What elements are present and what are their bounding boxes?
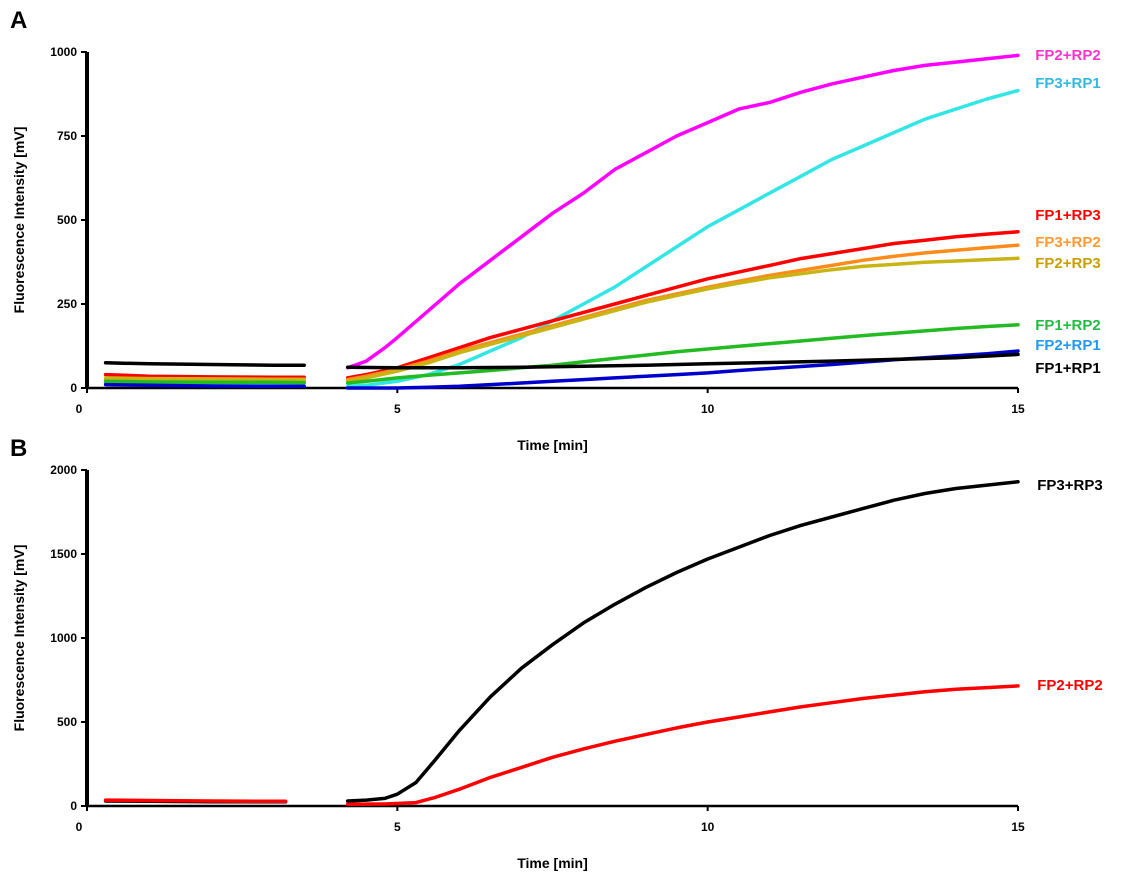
x-tick-label: 5 — [394, 402, 401, 416]
y-tick-label: 1000 — [50, 45, 77, 59]
y-tick-label: 1000 — [50, 631, 77, 645]
series-label: FP1+RP3 — [1035, 207, 1100, 224]
series-line — [103, 379, 306, 385]
series-label: FP2+RP1 — [1035, 337, 1100, 354]
x-tick-label: 0 — [76, 402, 83, 416]
x-tick-label: 15 — [1011, 402, 1025, 416]
panel-label: A — [10, 7, 27, 34]
series-fp1-rp2 — [103, 323, 1020, 385]
y-tick-label: 250 — [57, 297, 77, 311]
series-fp1-rp3 — [103, 230, 1020, 380]
x-tick-label: 15 — [1011, 820, 1025, 834]
x-tick-label: 0 — [76, 820, 83, 834]
y-tick-label: 750 — [57, 129, 77, 143]
series-label: FP1+RP2 — [1035, 317, 1100, 334]
x-axis-title: Time [min] — [517, 437, 588, 453]
panel-label: B — [10, 435, 27, 462]
y-tick-label: 500 — [57, 715, 77, 729]
x-axis-title: Time [min] — [517, 855, 588, 871]
x-tick-label: 5 — [394, 820, 401, 834]
series-line — [345, 230, 1020, 380]
series-line — [345, 480, 1020, 803]
panel-b: B 0 500 1000 1500 2000 0 5 10 15 Time [min] Fluores… — [10, 435, 1103, 871]
series-fp2-rp3 — [103, 256, 1020, 384]
series-line — [345, 256, 1020, 384]
series-label: FP2+RP2 — [1037, 677, 1102, 694]
series-line — [345, 352, 1020, 370]
series-line — [345, 684, 1020, 807]
y-tick-label: 0 — [70, 381, 77, 395]
series-label: FP3+RP1 — [1035, 75, 1100, 92]
series-fp2-rp2 — [103, 684, 1020, 807]
series-line — [103, 376, 306, 382]
series-line — [103, 361, 306, 367]
series-fp1-rp1 — [103, 352, 1020, 370]
y-axis-title: Fluorescence Intensity [mV] — [11, 127, 27, 314]
x-tick-label: 10 — [701, 402, 715, 416]
series-label: FP2+RP2 — [1035, 47, 1100, 64]
series-label: FP2+RP3 — [1035, 255, 1100, 272]
series-label: FP3+RP2 — [1035, 234, 1100, 251]
series-label: FP3+RP3 — [1037, 477, 1102, 494]
series-line — [103, 382, 306, 389]
y-axis-title: Fluorescence Intensity [mV] — [11, 545, 27, 732]
series-line — [345, 53, 1020, 370]
y-tick-label: 500 — [57, 213, 77, 227]
y-tick-label: 1500 — [50, 547, 77, 561]
panel-a: A 0 250 500 750 1000 0 5 10 15 Time [min] Fluoresce… — [10, 7, 1101, 453]
series-line — [103, 798, 288, 804]
y-tick-label: 2000 — [50, 463, 77, 477]
series-label: FP1+RP1 — [1035, 360, 1100, 377]
series-fp3-rp1 — [103, 88, 1020, 389]
series-line — [345, 323, 1020, 385]
series-line — [103, 372, 306, 379]
y-tick-label: 0 — [70, 799, 77, 813]
x-tick-label: 10 — [701, 820, 715, 834]
